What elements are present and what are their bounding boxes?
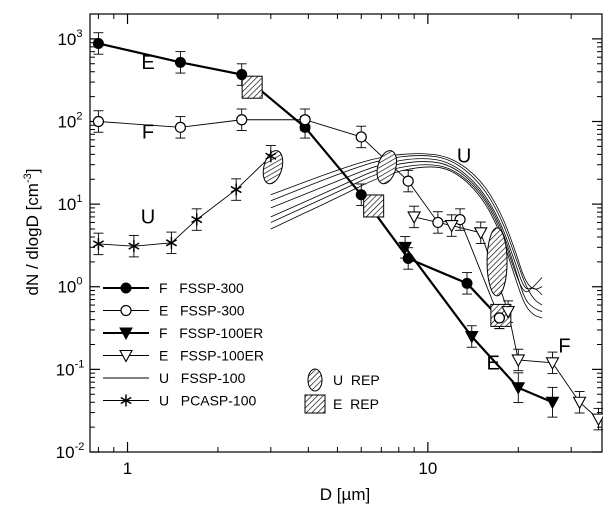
series-letter-annotation: E bbox=[487, 352, 500, 374]
data-point-open-circle bbox=[402, 175, 414, 187]
y-axis-label: dN / dlogD [cm-3] bbox=[22, 169, 42, 296]
data-point-asterisk bbox=[230, 183, 242, 196]
y-tick-label: 102 bbox=[57, 110, 82, 131]
legend-label: F FSSP-100ER bbox=[159, 325, 263, 341]
data-point-open-triangle bbox=[501, 306, 516, 319]
e-rep-marker bbox=[363, 194, 385, 218]
fssp-100-fit-curve bbox=[270, 164, 543, 293]
y-tick-label: 103 bbox=[57, 28, 82, 49]
data-point-asterisk bbox=[92, 237, 104, 250]
data-point-filled-circle bbox=[174, 56, 186, 68]
asterisk-stroke bbox=[230, 185, 242, 194]
plot-frame bbox=[89, 13, 603, 453]
data-point-open-triangle bbox=[473, 227, 488, 240]
data-point-filled-circle bbox=[92, 37, 104, 49]
legend-label: E FSSP-300 bbox=[159, 303, 245, 319]
legend-label: U PCASP-100 bbox=[159, 393, 256, 409]
data-point-filled-circle bbox=[461, 277, 473, 289]
u-rep-marker bbox=[376, 150, 398, 185]
fssp-100-fit-curve bbox=[270, 166, 543, 319]
data-point-open-circle bbox=[299, 114, 311, 126]
data-point-asterisk bbox=[265, 150, 277, 163]
fssp-100-fit-curve bbox=[270, 153, 543, 290]
series-line-5 bbox=[98, 155, 272, 247]
y-axis-label-main: dN / dlogD [cm bbox=[23, 183, 42, 295]
legend-rep-label: U REP bbox=[333, 372, 380, 388]
legend-rep-label: E REP bbox=[333, 396, 379, 412]
data-point-open-triangle bbox=[511, 354, 526, 368]
series-letter-annotation: U bbox=[457, 145, 471, 167]
data-point-open-circle bbox=[236, 114, 248, 126]
y-tick-label: 10-1 bbox=[56, 358, 85, 379]
y-axis-label-end: ] bbox=[23, 169, 42, 174]
x-axis-label: D [µm] bbox=[320, 485, 370, 504]
data-point-open-circle bbox=[454, 213, 466, 226]
data-point-open-circle bbox=[174, 121, 187, 133]
legend-e-rep-symbol bbox=[304, 394, 326, 414]
series-letter-annotation: F bbox=[142, 122, 154, 144]
data-point-filled-circle bbox=[236, 69, 248, 81]
data-point-open-circle bbox=[92, 115, 105, 128]
series-line-0 bbox=[98, 42, 501, 319]
data-point-filled-circle bbox=[402, 252, 414, 264]
asterisk-stroke bbox=[191, 215, 203, 224]
legend-marker-asterisk bbox=[120, 394, 132, 407]
series-line-3 bbox=[414, 216, 599, 420]
data-point-open-triangle bbox=[444, 220, 459, 233]
series-letter-annotation: U bbox=[141, 207, 155, 229]
legend-marker-filled-circle bbox=[120, 282, 132, 294]
u-rep-marker bbox=[262, 150, 284, 185]
legend-label: U FSSP-100 bbox=[159, 370, 246, 386]
legend-label: F FSSP-300 bbox=[159, 280, 244, 296]
data-point-filled-triangle bbox=[545, 396, 560, 410]
asterisk-stroke bbox=[265, 152, 277, 160]
data-point-asterisk bbox=[191, 213, 203, 226]
data-point-asterisk bbox=[128, 240, 140, 253]
legend-marker-filled-triangle bbox=[119, 327, 133, 341]
series-line-2 bbox=[404, 246, 553, 404]
asterisk-stroke bbox=[120, 396, 132, 405]
data-point-open-circle bbox=[493, 312, 505, 324]
y-axis-label-exponent: -3 bbox=[22, 173, 34, 183]
data-point-open-triangle bbox=[407, 211, 422, 225]
legend-marker-open-circle bbox=[120, 304, 132, 317]
y-tick-label: 10-2 bbox=[56, 441, 85, 462]
data-point-open-triangle bbox=[545, 357, 560, 370]
data-point-filled-triangle bbox=[464, 330, 479, 344]
data-point-filled-circle bbox=[355, 189, 367, 201]
series-letter-annotation: E bbox=[141, 52, 154, 74]
legend-marker-open-triangle bbox=[119, 349, 133, 363]
data-point-open-circle bbox=[432, 216, 444, 229]
x-tick-label: 1 bbox=[123, 459, 132, 478]
fssp-100-fit-curve bbox=[270, 161, 543, 312]
asterisk-stroke bbox=[165, 239, 177, 247]
legend-u-rep-symbol bbox=[307, 368, 323, 392]
y-tick-label: 101 bbox=[57, 193, 82, 214]
series-letter-annotation: F bbox=[558, 336, 570, 358]
asterisk-stroke bbox=[128, 242, 140, 250]
data-point-asterisk bbox=[165, 236, 177, 249]
data-point-open-circle bbox=[355, 131, 367, 143]
fssp-100-fit-curve bbox=[270, 155, 543, 306]
legend-label: E FSSP-100ER bbox=[159, 348, 264, 364]
asterisk-stroke bbox=[92, 240, 104, 248]
y-tick-label: 100 bbox=[57, 276, 82, 297]
data-point-open-triangle bbox=[572, 396, 587, 410]
e-rep-marker bbox=[241, 75, 263, 99]
data-point-filled-triangle bbox=[398, 241, 412, 255]
data-point-open-triangle bbox=[591, 413, 603, 427]
x-tick-label: 10 bbox=[418, 459, 437, 478]
u-rep-marker bbox=[486, 227, 508, 297]
data-point-filled-triangle bbox=[511, 382, 526, 395]
